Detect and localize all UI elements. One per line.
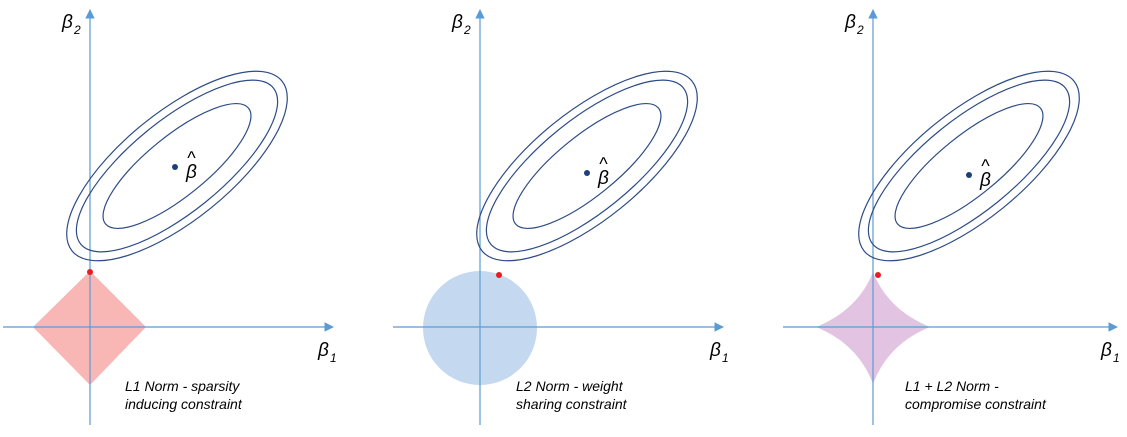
beta1-subscript: 1: [722, 351, 729, 365]
hat-symbol: ^: [599, 154, 608, 174]
caption-line-1: L1 Norm - sparsity: [125, 378, 240, 394]
loss-contours: [858, 70, 1080, 262]
beta-hat-label: β: [979, 170, 991, 191]
beta1-subscript: 1: [330, 351, 337, 365]
beta-hat-label: β: [185, 162, 197, 183]
beta-hat-point: [172, 164, 178, 170]
beta1-subscript: 1: [1113, 351, 1120, 365]
beta1-label: β: [1100, 340, 1112, 361]
contour-inner: [512, 102, 662, 230]
beta2-label: β: [844, 12, 856, 33]
beta2-subscript: 2: [73, 23, 81, 37]
caption-line-2: compromise constraint: [905, 396, 1047, 412]
beta2-subscript: 2: [856, 23, 864, 37]
hat-symbol: ^: [981, 156, 990, 176]
contour-middle: [75, 79, 279, 253]
tangent-point: [875, 272, 881, 278]
contour-inner: [102, 102, 252, 230]
loss-contours: [476, 70, 698, 262]
contour-middle: [867, 79, 1071, 253]
beta1-label: β: [317, 340, 329, 361]
caption-line-2: sharing constraint: [516, 396, 628, 412]
beta2-subscript: 2: [463, 23, 471, 37]
beta-hat-point: [966, 172, 972, 178]
caption-line-1: L1 + L2 Norm -: [905, 378, 999, 394]
panel-l1: β ^ β 2 β 1 L1 Norm - sparsity inducing …: [3, 9, 337, 425]
beta2-label: β: [451, 12, 463, 33]
tangent-point: [87, 269, 93, 275]
contour-middle: [485, 79, 689, 253]
panel-l1l2: β ^ β 2 β 1 L1 + L2 Norm - compromise co…: [783, 9, 1120, 425]
hat-symbol: ^: [187, 148, 196, 168]
beta-hat-label: β: [597, 168, 609, 189]
contour-outer: [476, 70, 698, 262]
panel-l2: β ^ β 2 β 1 L2 Norm - weight sharing con…: [393, 9, 729, 425]
tangent-point: [496, 272, 502, 278]
caption-line-1: L2 Norm - weight: [516, 378, 624, 394]
beta1-label: β: [709, 340, 721, 361]
contour-inner: [894, 102, 1044, 230]
beta-hat-point: [584, 170, 590, 176]
beta2-label: β: [61, 12, 73, 33]
caption-line-2: inducing constraint: [125, 396, 243, 412]
contour-outer: [858, 70, 1080, 262]
